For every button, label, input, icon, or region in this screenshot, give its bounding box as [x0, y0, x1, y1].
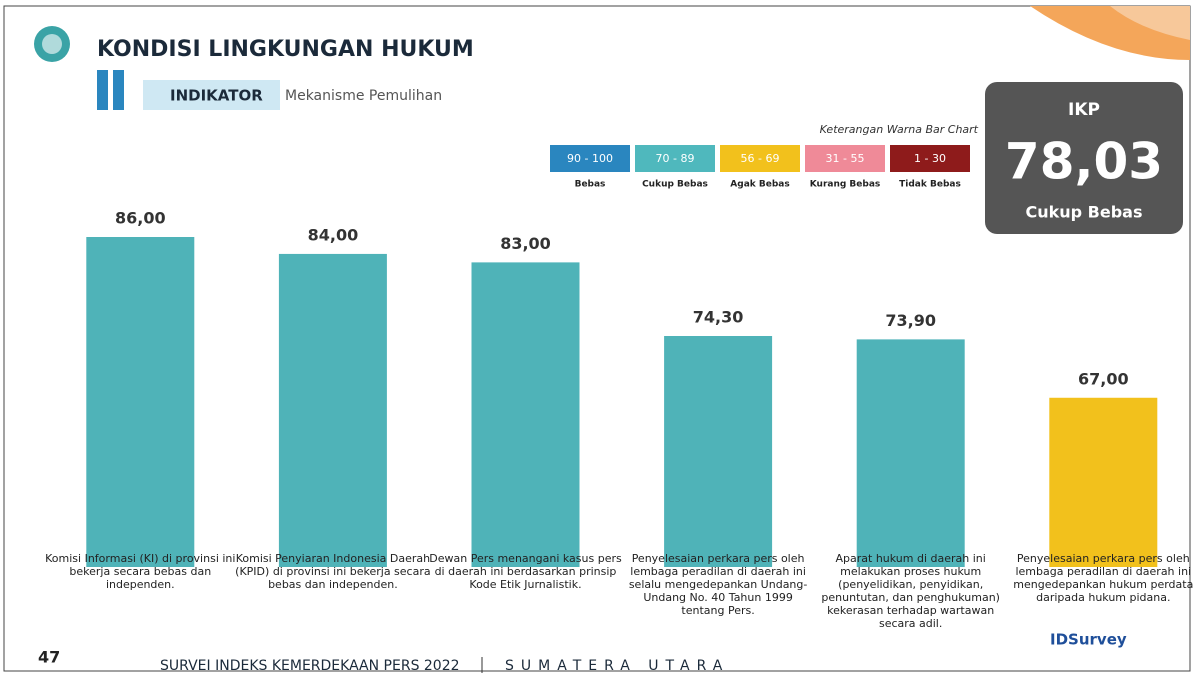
value-label: 86,00: [115, 209, 166, 228]
ikp-status: Cukup Bebas: [1025, 203, 1142, 222]
legend-title: Keterangan Warna Bar Chart: [820, 123, 979, 136]
indicator: Mekanisme Pemulihan: [285, 88, 442, 104]
logo-text: IDSurvey: [1050, 631, 1127, 649]
indicator-label: INDIKATOR: [170, 87, 263, 105]
category-label: Komisi Penyiaran Indonesia Daerah (KPID)…: [235, 552, 431, 591]
value-label: 67,00: [1078, 369, 1129, 388]
category-label: Komisi Informasi (KI) di provinsi ini be…: [42, 552, 238, 591]
value-label: 74,30: [693, 308, 744, 327]
legend-range: 31 - 55: [826, 152, 865, 165]
legend-label: Tidak Bebas: [899, 180, 961, 190]
category-label: Penyelesaian perkara pers oleh lembaga p…: [620, 552, 816, 617]
legend-range: 56 - 69: [741, 152, 780, 165]
bar: [86, 237, 194, 567]
legend-range: 70 - 89: [656, 152, 695, 165]
footer: SURVEI INDEKS KEMERDEKAAN PERS 2022: [160, 658, 460, 674]
category-label: Penyelesaian perkara pers oleh lembaga p…: [1005, 552, 1194, 604]
bar: [857, 339, 965, 567]
page-number: 47: [38, 648, 60, 667]
category-label: Aparat hukum di daerah ini melakukan pro…: [813, 552, 1009, 630]
bar: [664, 336, 772, 567]
value-label: 83,00: [500, 234, 551, 253]
legend-label: Agak Bebas: [730, 180, 789, 190]
accent: [97, 70, 108, 110]
logo: [42, 34, 62, 54]
bar: [1049, 398, 1157, 567]
bar: [279, 254, 387, 567]
category-label: Dewan Pers menangani kasus pers di daera…: [428, 552, 624, 591]
slide: KONDISI LINGKUNGAN HUKUM INDIKATOR Mekan…: [0, 0, 1194, 675]
value-label: 84,00: [308, 225, 359, 244]
legend-label: Cukup Bebas: [642, 180, 708, 190]
legend-range: 90 - 100: [567, 152, 613, 165]
ikp-value: 78,03: [1005, 133, 1163, 191]
bar: [472, 262, 580, 567]
value-label: 73,90: [885, 311, 936, 330]
title: KONDISI LINGKUNGAN HUKUM: [97, 37, 474, 62]
legend-range: 1 - 30: [914, 152, 946, 165]
footer-region: SUMATERA UTARA: [505, 658, 729, 674]
legend-label: Kurang Bebas: [810, 180, 881, 190]
accent: [113, 70, 124, 110]
legend-label: Bebas: [575, 180, 606, 190]
ikp-title: IKP: [1068, 100, 1100, 120]
